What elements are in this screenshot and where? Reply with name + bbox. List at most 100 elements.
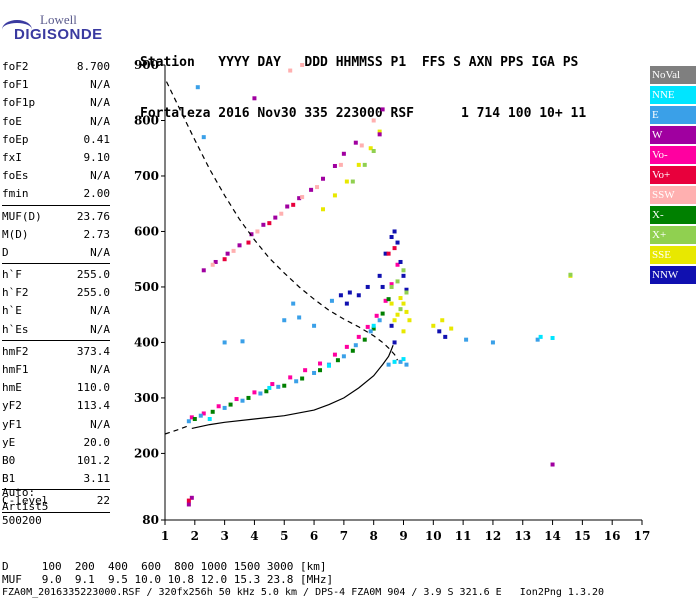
echo-point — [332, 352, 337, 357]
echo-point — [321, 207, 326, 212]
dashed-trace-line — [164, 425, 190, 435]
echo-point — [222, 405, 227, 410]
echo-point — [300, 195, 305, 200]
echo-point — [407, 318, 412, 323]
echo-point — [276, 384, 281, 389]
x-tick-label: 16 — [604, 529, 621, 543]
param-name: C-level — [2, 494, 49, 508]
x-tick-label: 11 — [455, 529, 472, 543]
echo-point — [282, 318, 287, 323]
file-info-row: FZA0M_2016335223000.RSF / 320fx256h 50 k… — [2, 587, 605, 598]
param-value: 2.00 — [83, 187, 111, 201]
echo-point — [380, 311, 385, 316]
profile-line — [191, 344, 394, 429]
header-label: P1 — [390, 55, 407, 70]
param-name: B0 — [2, 453, 16, 467]
echo-point — [332, 193, 337, 198]
echo-point — [535, 337, 540, 342]
y-tick-label: 400 — [134, 335, 159, 349]
param-name: hmE — [2, 381, 22, 395]
header-label: FFS — [421, 55, 446, 70]
header-label: Station — [140, 55, 195, 70]
echo-point — [431, 323, 436, 328]
param-name: M(D) — [2, 227, 29, 241]
param-name: MUF(D) — [2, 209, 42, 223]
y-tick-label: 900 — [134, 58, 159, 72]
x-tick-label: 6 — [310, 529, 318, 543]
echo-point — [291, 301, 296, 306]
auto-program: Artist5 — [2, 500, 49, 513]
echo-point — [189, 415, 194, 420]
echo-point — [201, 411, 206, 416]
param-value: N/A — [90, 245, 110, 259]
param-name: foF2 — [2, 60, 29, 73]
param-name: hmF1 — [2, 363, 29, 376]
param-value: 2.73 — [83, 227, 111, 241]
param-separator — [2, 511, 110, 513]
x-tick-label: 7 — [340, 529, 348, 543]
y-tick-label: 200 — [134, 446, 159, 460]
x-tick-label: 4 — [250, 529, 258, 543]
dashed-trace-line — [165, 81, 399, 361]
echo-point — [237, 243, 242, 248]
echo-point — [350, 348, 355, 353]
echo-point — [332, 163, 337, 168]
echo-point — [288, 68, 293, 73]
param-value: 22 — [96, 494, 110, 508]
param-value: N/A — [90, 114, 110, 128]
echo-point — [213, 259, 218, 264]
echo-point — [398, 307, 403, 312]
echo-point — [338, 293, 343, 298]
echo-point — [362, 162, 367, 167]
x-tick-label: 9 — [399, 529, 407, 543]
header-label: PS — [562, 55, 579, 70]
param-value: N/A — [90, 304, 110, 318]
logo-lowell-text: Lowell — [40, 12, 77, 27]
echo-point — [309, 187, 314, 192]
echo-point — [398, 259, 403, 264]
echo-point — [404, 290, 409, 295]
header-values-row: Fortaleza 2016 Nov30 335 223000 RSF 1 71… — [140, 105, 586, 122]
legend-item-ssw: SSW — [650, 186, 696, 204]
echo-point — [392, 340, 397, 345]
param-value: 110.0 — [76, 381, 110, 395]
echo-point — [225, 251, 230, 256]
param-row: yE 20.0 — [2, 434, 110, 452]
header-value: 11 — [570, 106, 587, 121]
echo-point — [186, 419, 191, 424]
echo-point — [210, 262, 215, 267]
header-label: PPS — [500, 55, 524, 70]
echo-point — [401, 329, 406, 334]
echo-point — [437, 329, 442, 334]
echo-point — [404, 362, 409, 367]
header-label: AXN — [468, 55, 493, 70]
echo-point — [377, 129, 382, 134]
echo-point — [252, 96, 257, 101]
header-value: Nov30 — [257, 106, 297, 121]
param-name: foF1p — [2, 96, 36, 110]
param-value: 0.41 — [83, 132, 111, 146]
x-tick-label: 17 — [634, 529, 651, 543]
echo-point — [300, 63, 305, 67]
legend-item-x-: X+ — [650, 226, 696, 244]
echo-point — [210, 409, 215, 414]
param-row: h`E N/A — [2, 302, 110, 320]
x-tick-label: 1 — [161, 529, 169, 543]
echo-point — [371, 149, 376, 154]
echo-point — [389, 284, 394, 289]
param-name: h`F2 — [2, 286, 29, 300]
echo-point — [389, 323, 394, 328]
echo-point — [198, 413, 203, 418]
echo-point — [201, 135, 206, 140]
param-value: N/A — [90, 322, 110, 336]
header-value: RSF — [390, 106, 414, 121]
param-name: yE — [2, 435, 16, 449]
echo-point — [395, 262, 400, 267]
echo-point — [371, 118, 376, 123]
echo-point — [395, 312, 400, 317]
echo-point — [395, 279, 400, 284]
auto-label: Auto: — [2, 486, 36, 499]
echo-point — [285, 204, 290, 209]
echo-point — [344, 179, 349, 184]
echo-point — [261, 222, 266, 227]
